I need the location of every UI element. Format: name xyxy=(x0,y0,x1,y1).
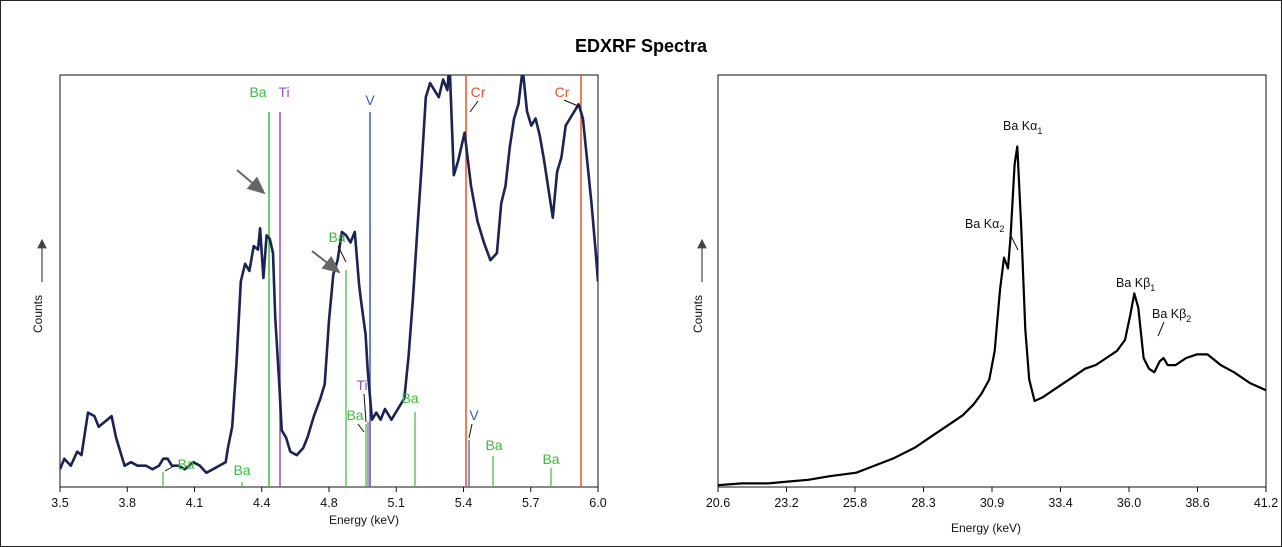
v-5-43-leader xyxy=(468,423,473,439)
x-tick-label: 3.8 xyxy=(119,496,136,510)
label-ba-4-83: Ba xyxy=(328,229,345,245)
x-tick-label: 30.9 xyxy=(980,496,1004,510)
x-tick-label: 3.5 xyxy=(51,496,68,510)
x-tick-label: 23.2 xyxy=(774,496,798,510)
x-tick-label: 38.6 xyxy=(1185,496,1209,510)
figure-title: EDXRF Spectra xyxy=(574,36,708,56)
x-tick-label: 33.4 xyxy=(1048,496,1072,510)
label-ba-4-93: Ba xyxy=(346,407,363,423)
ka2-leader xyxy=(1009,233,1019,251)
x-tick-label: 5.4 xyxy=(455,496,472,510)
left-spectrum-line xyxy=(60,75,598,475)
x-tick-label: 4.4 xyxy=(253,496,270,510)
label-ba-4-29: Ba xyxy=(233,462,250,478)
right-spectrum-line xyxy=(718,145,1266,487)
left-y-axis-label: Counts xyxy=(31,295,45,333)
cr-1-leader xyxy=(469,100,479,113)
left-plot-area xyxy=(59,74,599,488)
left-x-ticks: 3.5 3.8 4.1 4.4 4.8 5.1 5.4 5.7 6.0 xyxy=(51,487,607,510)
label-ba-kb2: Ba Kβ2 xyxy=(1152,307,1191,324)
x-tick-label: 6.0 xyxy=(589,496,606,510)
x-tick-label: 25.8 xyxy=(843,496,867,510)
left-element-labels: Ba Ti V Cr Cr Ba Ti Ba Ba V Ba Ba Ba Ba xyxy=(164,84,579,478)
cr-2-leader xyxy=(563,99,579,107)
label-ba-kb1: Ba Kβ1 xyxy=(1116,276,1155,293)
label-cr-2: Cr xyxy=(555,84,570,100)
left-element-lines xyxy=(162,75,582,487)
label-ba-3-96: Ba xyxy=(177,456,194,472)
ba-4-93-leader xyxy=(357,423,365,433)
peak-arrow-2-icon xyxy=(311,250,341,274)
right-y-axis-label: Counts xyxy=(691,295,705,333)
label-ti-top: Ti xyxy=(278,84,289,100)
right-chart: 20.6 23.2 25.8 28.3 30.9 33.4 36.0 38.6 41.2 Ene… xyxy=(691,74,1278,535)
right-x-axis-label: Energy (keV) xyxy=(951,521,1021,535)
right-peak-labels: Ba Kα1 Ba Kα2 Ba Kβ1 Ba Kβ2 xyxy=(965,119,1191,337)
x-tick-label: 5.1 xyxy=(388,496,405,510)
x-tick-label: 20.6 xyxy=(706,496,730,510)
label-ba-top: Ba xyxy=(249,84,266,100)
label-ba-ka2: Ba Kα2 xyxy=(965,217,1004,234)
ba-4-83-leader xyxy=(337,245,347,263)
kb2-leader xyxy=(1157,321,1165,337)
x-tick-label: 5.7 xyxy=(522,496,539,510)
ba-3-96-leader xyxy=(164,465,175,472)
x-tick-label: 4.8 xyxy=(320,496,337,510)
x-tick-label: 4.1 xyxy=(186,496,203,510)
ti-4-93-leader xyxy=(363,393,367,423)
right-x-ticks: 20.6 23.2 25.8 28.3 30.9 33.4 36.0 38.6 41.2 xyxy=(706,487,1278,510)
label-ba-ka1: Ba Kα1 xyxy=(1003,119,1042,136)
x-tick-label: 41.2 xyxy=(1254,496,1278,510)
peak-arrow-1-icon xyxy=(236,169,266,195)
label-ba-5-80: Ba xyxy=(542,451,559,467)
right-plot-area xyxy=(717,74,1267,488)
label-ti-4-93: Ti xyxy=(356,377,367,393)
x-tick-label: 28.3 xyxy=(911,496,935,510)
label-v-top: V xyxy=(365,92,375,108)
label-ba-5-16: Ba xyxy=(401,390,418,406)
left-x-axis-label: Energy (keV) xyxy=(329,513,399,527)
left-chart: 3.5 3.8 4.1 4.4 4.8 5.1 5.4 5.7 6.0 Energy (keV)… xyxy=(31,74,607,527)
label-v-5-43: V xyxy=(469,407,479,423)
x-tick-label: 36.0 xyxy=(1117,496,1141,510)
label-ba-5-53: Ba xyxy=(485,437,502,453)
label-cr-1: Cr xyxy=(471,84,486,100)
